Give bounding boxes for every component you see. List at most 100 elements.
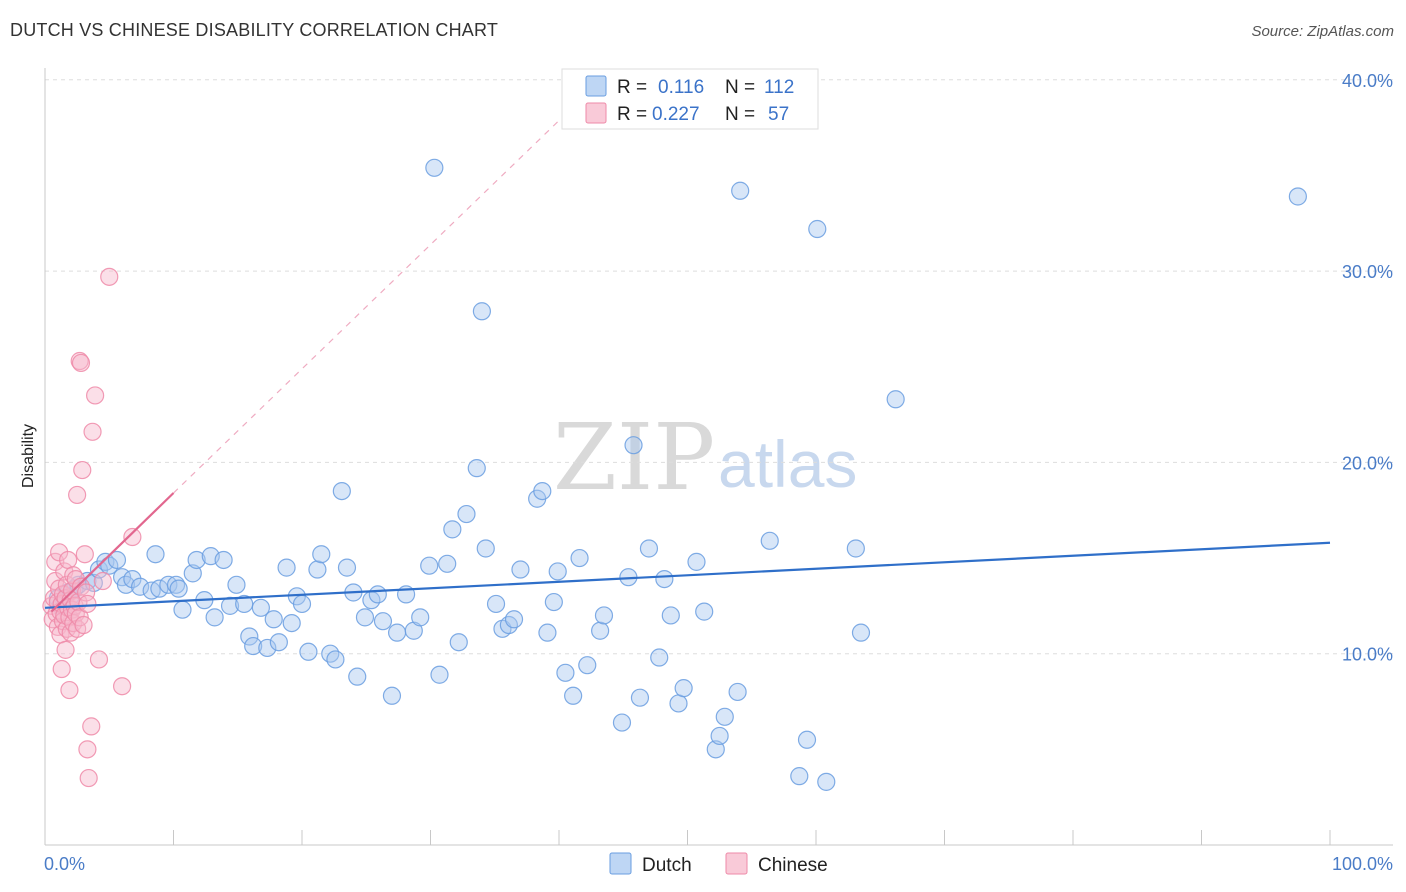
dutch-point xyxy=(548,562,567,581)
dutch-point xyxy=(438,554,457,573)
watermark-atlas: atlas xyxy=(718,427,857,501)
chinese-point xyxy=(78,740,97,759)
y-tick-labels: 10.0% 20.0% 30.0% 40.0% xyxy=(1342,71,1393,665)
chinese-point xyxy=(79,768,98,788)
chinese-point xyxy=(73,460,92,480)
dutch-point xyxy=(710,726,729,746)
source-credit: Source: ZipAtlas.com xyxy=(1251,23,1394,40)
bottom-legend: Dutch Chinese xyxy=(609,852,828,876)
dutch-point xyxy=(348,667,367,686)
chinese-point xyxy=(59,550,78,570)
legend-n-label-chinese: N = xyxy=(725,104,755,125)
chinese-point xyxy=(74,615,93,635)
legend-n-value-chinese: 57 xyxy=(768,104,789,125)
dutch-point xyxy=(264,610,283,629)
dutch-point xyxy=(486,594,506,614)
y-axis-label: Disability xyxy=(20,424,37,488)
dutch-point xyxy=(187,550,206,570)
x-tick-label-max: 100.0% xyxy=(1332,854,1393,874)
dutch-point xyxy=(123,569,142,589)
legend-r-value-chinese: 0.227 xyxy=(652,104,700,125)
chinese-point xyxy=(52,659,71,679)
dutch-point xyxy=(808,219,827,239)
chinese-point xyxy=(89,650,109,669)
dutch-point xyxy=(797,730,817,749)
dutch-point xyxy=(368,585,387,604)
chinese-point xyxy=(77,583,96,602)
dutch-point xyxy=(332,481,351,501)
dutch-point xyxy=(312,545,331,564)
dutch-point xyxy=(538,623,557,642)
axes xyxy=(44,68,1393,846)
dutch-point xyxy=(411,608,430,627)
chinese-point xyxy=(71,353,91,373)
chinese-point xyxy=(82,717,101,736)
chinese-point xyxy=(100,267,119,286)
dutch-point xyxy=(292,594,312,614)
dutch-point xyxy=(443,520,462,539)
chinese-point xyxy=(68,485,87,505)
dutch-point xyxy=(159,575,178,594)
dutch-point xyxy=(511,560,530,579)
dutch-point xyxy=(661,606,680,625)
chinese-point xyxy=(78,594,97,614)
dutch-point xyxy=(612,713,632,732)
dutch-point xyxy=(387,623,407,642)
dutch-point xyxy=(846,539,865,558)
legend-n-value-dutch: 112 xyxy=(764,77,794,98)
dutch-point xyxy=(570,548,589,568)
legend-r-value-dutch: 0.116 xyxy=(658,77,704,98)
chinese-points xyxy=(42,267,142,788)
dutch-point xyxy=(251,598,270,617)
dutch-point xyxy=(467,459,486,478)
legend-swatch-chinese xyxy=(585,102,607,124)
dutch-point xyxy=(299,642,318,661)
dutch-point xyxy=(499,615,518,635)
y-tick-label: 30.0% xyxy=(1342,262,1393,282)
dutch-point xyxy=(282,613,301,633)
chinese-point xyxy=(86,386,105,405)
dutch-point xyxy=(269,633,288,652)
dutch-point xyxy=(244,636,263,656)
dutch-point xyxy=(277,558,296,577)
chinese-trend-extension xyxy=(173,117,562,494)
dutch-point xyxy=(227,575,246,594)
dutch-point xyxy=(731,181,750,200)
legend-r-label-dutch: R = xyxy=(617,77,647,98)
chinese-trend-line xyxy=(50,492,175,613)
chinese-point xyxy=(75,545,94,564)
dutch-point xyxy=(240,627,259,646)
dutch-point xyxy=(169,579,188,598)
dutch-point xyxy=(886,390,905,409)
dutch-point xyxy=(669,694,688,713)
dutch-point xyxy=(173,600,192,619)
bottom-legend-label-chinese: Chinese xyxy=(758,855,828,876)
chinese-point xyxy=(71,577,91,596)
chinese-point xyxy=(93,571,112,591)
chart-title: DUTCH VS CHINESE DISABILITY CORRELATION … xyxy=(10,20,499,40)
dutch-point xyxy=(146,545,165,564)
dutch-point xyxy=(790,767,809,786)
dutch-point xyxy=(382,686,402,705)
dutch-point xyxy=(355,608,375,627)
dutch-points xyxy=(48,158,1307,791)
dutch-point xyxy=(687,552,706,571)
dutch-point xyxy=(107,550,127,570)
chinese-point xyxy=(60,680,79,700)
dutch-point xyxy=(1288,187,1307,206)
dutch-point xyxy=(639,539,659,558)
dutch-point xyxy=(183,564,202,583)
dutch-trend xyxy=(44,541,1331,609)
chinese-point xyxy=(112,677,132,696)
dutch-point xyxy=(578,656,597,675)
dutch-point xyxy=(258,638,277,658)
dutch-point xyxy=(308,560,327,579)
dutch-point xyxy=(472,302,491,321)
dutch-point xyxy=(760,531,779,550)
dutch-point xyxy=(326,650,345,669)
legend-n-label-dutch: N = xyxy=(725,77,755,98)
dutch-point xyxy=(430,665,449,684)
y-tick-label: 10.0% xyxy=(1342,645,1393,665)
dutch-point xyxy=(544,592,563,612)
